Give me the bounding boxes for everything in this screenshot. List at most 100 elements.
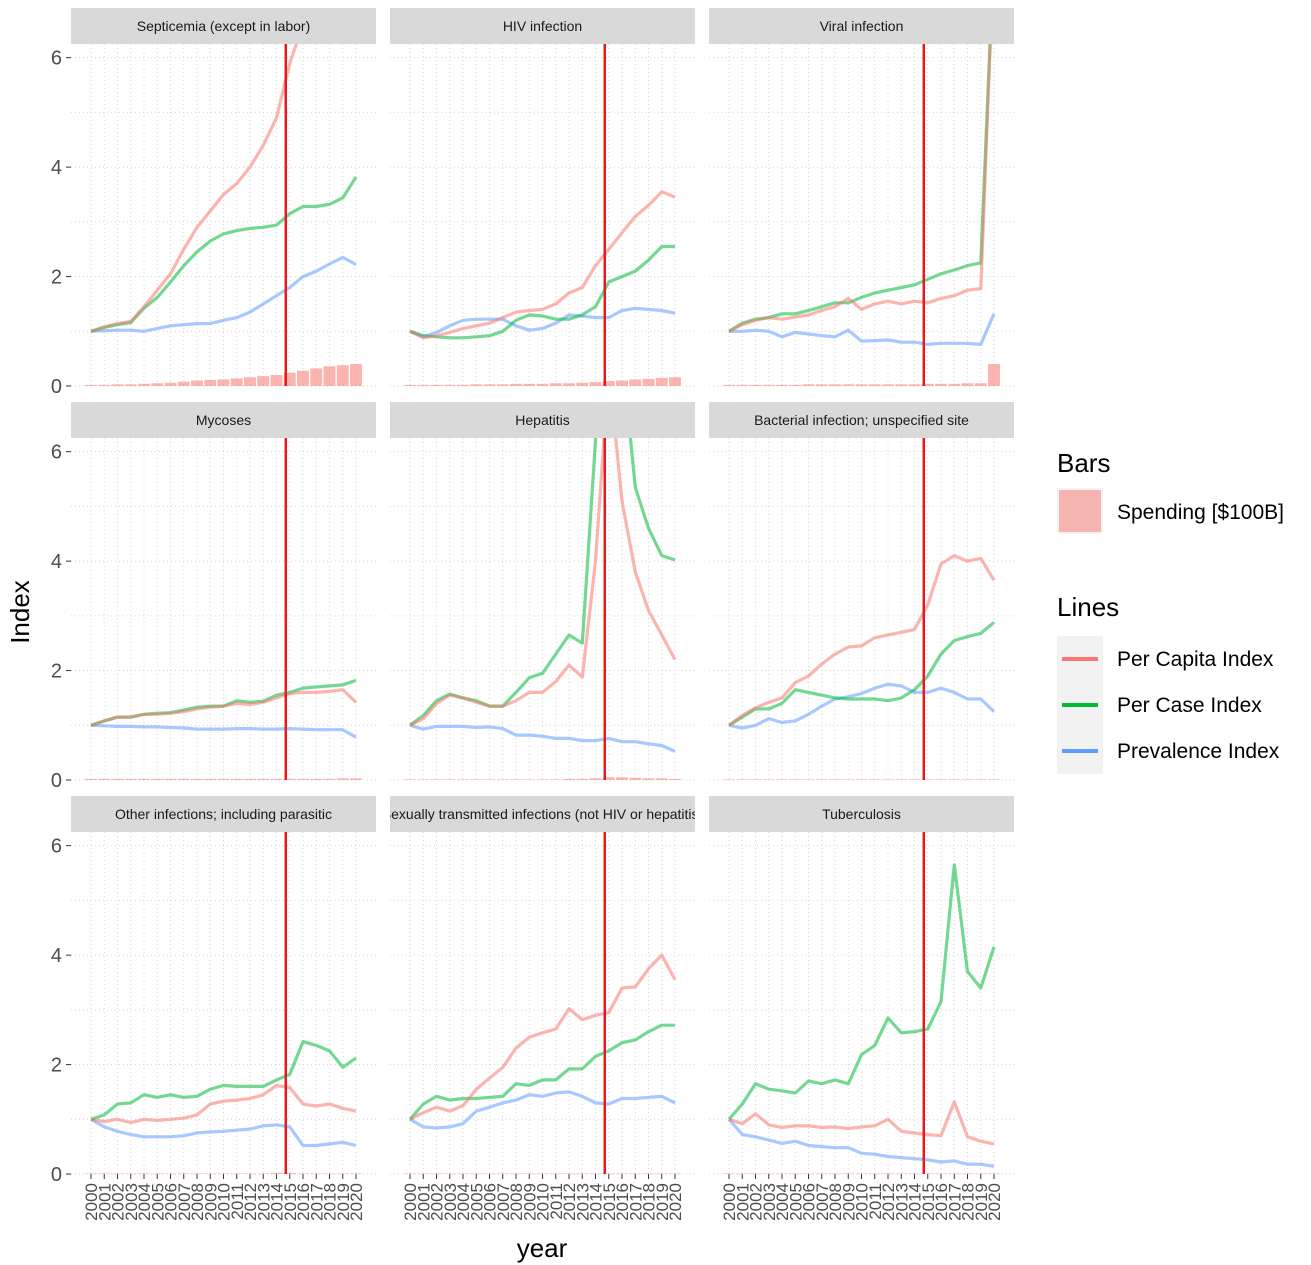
- spending-bar: [815, 779, 828, 780]
- spending-bar: [921, 1173, 934, 1174]
- spending-bar: [510, 779, 522, 780]
- per-capita-line: [409, 953, 677, 1121]
- facet-panel: Viral infection: [709, 8, 1014, 387]
- x-tick-label: 2008: [507, 1183, 526, 1221]
- spending-bar: [549, 1173, 562, 1174]
- spending-bar: [868, 779, 881, 780]
- x-tick-label: 2012: [241, 1183, 260, 1221]
- x-tick-label: 2004: [773, 1183, 792, 1221]
- spending-bar: [536, 1173, 549, 1174]
- spending-bar: [496, 1173, 509, 1174]
- spending-bar: [510, 383, 522, 386]
- spending-bar: [642, 378, 655, 386]
- per-capita-line: [728, 553, 996, 727]
- spending-bar: [124, 384, 137, 386]
- spending-bar: [111, 384, 124, 386]
- spending-bar: [776, 779, 788, 780]
- spending-bar: [563, 778, 575, 780]
- spending-bar: [921, 383, 934, 386]
- spending-bar: [948, 383, 961, 386]
- prevalence-line: [409, 723, 676, 753]
- x-tick-label: 2014: [587, 1183, 606, 1221]
- spending-bar: [98, 384, 111, 386]
- spending-bar: [404, 779, 416, 780]
- x-tick-label: 2016: [932, 1183, 951, 1221]
- x-tick-label: 2014: [268, 1183, 287, 1221]
- spending-bar: [921, 779, 934, 780]
- facet-panels: Septicemia (except in labor) 0 2 4 6 HIV infe…: [51, 8, 1014, 1221]
- y-axis-title: Index: [5, 580, 35, 644]
- spending-bar: [417, 779, 430, 780]
- spending-bar: [895, 1173, 908, 1174]
- spending-bar: [98, 1173, 111, 1174]
- spending-bar: [895, 779, 908, 780]
- per-case-line: [409, 244, 675, 340]
- spending-bar: [842, 384, 855, 386]
- spending-bar: [191, 380, 203, 386]
- gridlines: [71, 44, 376, 387]
- spending-bar: [350, 778, 362, 780]
- x-tick-label: 2017: [307, 1183, 326, 1221]
- x-tick-label: 2016: [294, 1183, 313, 1221]
- spending-bar: [336, 1173, 349, 1174]
- spending-bar: [417, 384, 430, 386]
- x-tick-label: 2019: [972, 1183, 991, 1221]
- spending-bar: [815, 1173, 828, 1174]
- y-tick-label: 6: [51, 836, 62, 858]
- facet-strip: [709, 402, 1014, 438]
- spending-bar: [789, 384, 802, 386]
- prevalence-line: [90, 255, 357, 333]
- spending-bar: [217, 778, 230, 780]
- x-tick-label: 2013: [573, 1183, 592, 1221]
- spending-bar: [257, 376, 270, 386]
- spending-bar: [470, 1173, 483, 1174]
- spending-bar: [616, 777, 628, 780]
- spending-bar: [230, 1173, 243, 1174]
- x-tick-label: 2017: [626, 1183, 645, 1221]
- spending-bar: [762, 384, 775, 386]
- spending-bar: [177, 1173, 190, 1174]
- spending-bar: [802, 384, 815, 386]
- spending-bar: [908, 1173, 921, 1174]
- spending-bar: [217, 379, 230, 386]
- spending-bar: [749, 384, 762, 386]
- legend-bars-key: [1059, 490, 1101, 532]
- spending-bar: [297, 1173, 309, 1174]
- spending-bar: [496, 779, 509, 780]
- prevalence-line: [729, 313, 996, 346]
- spending-bar: [576, 1173, 589, 1174]
- spending-bar: [669, 778, 681, 780]
- spending-bar: [283, 372, 296, 386]
- x-tick-label: 2009: [839, 1183, 858, 1221]
- y-tick-label: 0: [51, 770, 62, 792]
- legend-prevalence-label: Prevalence Index: [1117, 740, 1280, 763]
- y-tick-label: 2: [51, 267, 62, 289]
- per-capita-line: [409, 438, 677, 727]
- spending-bar: [762, 1173, 775, 1174]
- spending-bar: [815, 384, 828, 386]
- spending-bar: [616, 1173, 628, 1174]
- spending-bar: [85, 1173, 97, 1174]
- spending-bar: [789, 1173, 802, 1174]
- spending-bar: [762, 779, 775, 780]
- per-capita-line: [90, 1083, 357, 1125]
- per-case-line: [728, 621, 996, 727]
- spending-bar: [283, 778, 296, 780]
- x-tick-label: 2008: [188, 1183, 207, 1221]
- facet-title: Septicemia (except in labor): [137, 18, 311, 34]
- spending-bar: [350, 1173, 362, 1174]
- spending-bar: [629, 777, 642, 780]
- spending-bar: [457, 384, 469, 386]
- spending-bar: [589, 382, 602, 386]
- x-tick-label: 2003: [122, 1183, 141, 1221]
- per-capita-line: [728, 1100, 995, 1146]
- facet-panel: Bacterial infection; unspecified site: [709, 402, 1014, 781]
- spending-bar: [602, 1173, 615, 1174]
- spending-bar: [443, 779, 456, 780]
- y-tick-label: 4: [51, 157, 62, 179]
- prevalence-line: [90, 723, 357, 739]
- x-tick-label: 2006: [162, 1183, 181, 1221]
- x-tick-label: 2005: [467, 1183, 486, 1221]
- spending-bar: [244, 778, 256, 780]
